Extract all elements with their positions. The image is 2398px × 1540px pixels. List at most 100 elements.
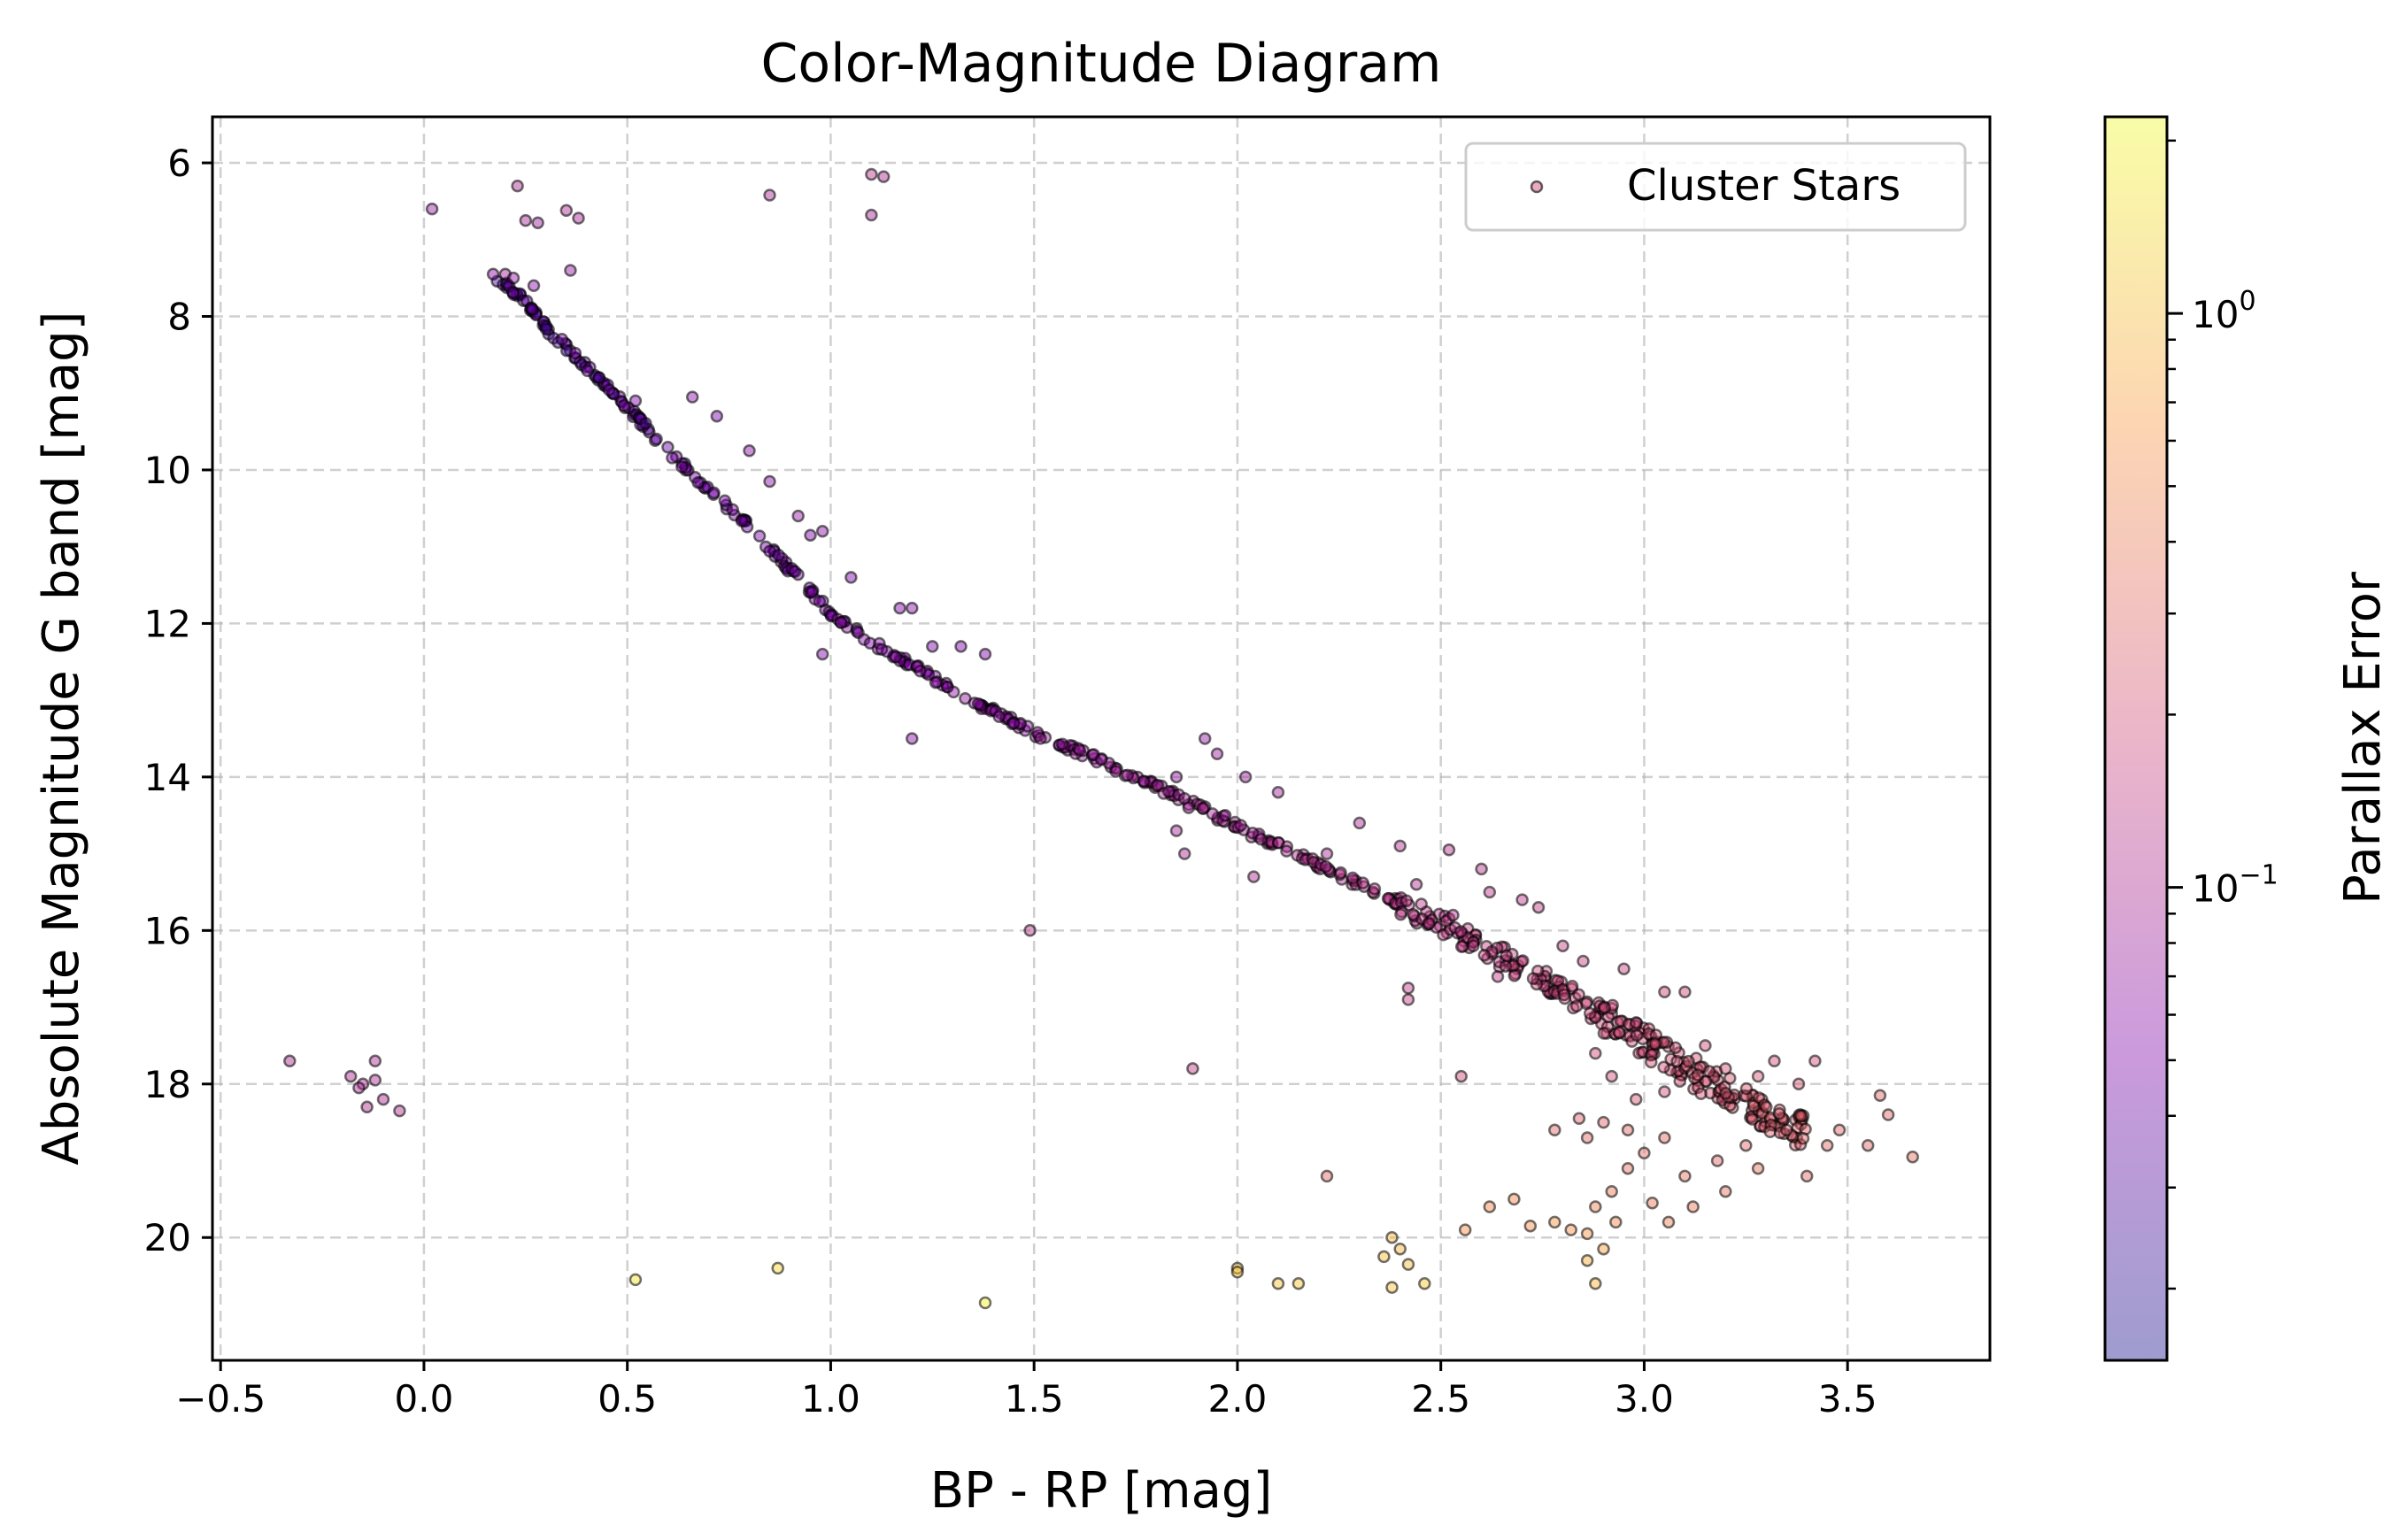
colorbar-frame <box>2103 115 2169 1362</box>
star-point <box>675 460 689 474</box>
star-point <box>1030 726 1045 739</box>
plot-frame <box>211 115 1992 1362</box>
star-point <box>1792 1077 1806 1091</box>
star-point <box>511 179 524 193</box>
star-point <box>1198 732 1212 745</box>
star-point <box>1169 824 1184 837</box>
star-point <box>1006 716 1021 730</box>
star-point <box>1415 897 1428 911</box>
star-point <box>1548 1215 1561 1229</box>
star-point <box>352 1081 366 1095</box>
chart-title: Color-Magnitude Diagram <box>760 33 1441 95</box>
y-tick-label: 16 <box>144 909 191 952</box>
star-point <box>906 732 919 745</box>
star-point <box>1569 999 1584 1013</box>
star-point <box>1678 1169 1692 1183</box>
x-tick-label: 2.5 <box>1411 1377 1470 1421</box>
star-point <box>1645 1055 1658 1069</box>
legend-marker <box>1530 180 1544 194</box>
star-point <box>718 494 732 507</box>
star-point <box>628 394 643 408</box>
star-point <box>1597 1115 1610 1129</box>
star-point <box>1832 1123 1847 1137</box>
star-point <box>639 416 652 430</box>
star-point <box>1638 1146 1651 1160</box>
star-point <box>971 697 985 711</box>
star-point <box>1629 1016 1643 1029</box>
star-point <box>1210 747 1224 761</box>
star-point <box>1881 1108 1895 1121</box>
star-point <box>1658 985 1671 998</box>
x-tick-label: 3.5 <box>1818 1377 1878 1421</box>
star-point <box>1617 962 1631 975</box>
star-point <box>1580 1131 1594 1144</box>
star-point <box>1182 801 1196 814</box>
star-point <box>992 710 1006 723</box>
colorbar-tick-label: 100 <box>2192 286 2256 336</box>
star-point <box>393 1104 406 1118</box>
star-point <box>788 565 802 579</box>
star-point <box>1557 988 1571 1002</box>
star-point <box>772 549 785 562</box>
colorbar: 100 10−1 Parallax Error <box>2103 115 2392 1362</box>
star-point <box>1238 770 1253 784</box>
star-point <box>1760 1100 1773 1114</box>
star-point <box>1394 907 1407 921</box>
star-point <box>1669 1041 1683 1055</box>
star-point <box>425 202 439 216</box>
star-point <box>1401 993 1415 1006</box>
star-point <box>1820 1138 1834 1152</box>
x-axis-ticks: −0.5 0.0 0.5 1.0 1.5 2.0 2.5 3.0 3.5 <box>175 1360 1878 1421</box>
scatter-points <box>283 167 1919 1310</box>
star-point <box>1499 959 1513 973</box>
star-point <box>1565 979 1579 993</box>
star-point <box>1320 847 1334 860</box>
star-point <box>1483 885 1497 899</box>
star-point <box>1686 1200 1700 1213</box>
star-point <box>1385 1281 1399 1294</box>
star-point <box>1346 871 1360 885</box>
star-point <box>726 503 739 517</box>
star-point <box>1796 1131 1810 1145</box>
y-tick-label: 6 <box>167 142 191 185</box>
star-point <box>1073 743 1086 757</box>
star-point <box>685 390 699 404</box>
star-point <box>1401 982 1415 995</box>
star-point <box>1446 908 1460 922</box>
star-point <box>1646 1196 1659 1210</box>
star-point <box>752 529 767 543</box>
y-tick-label: 18 <box>144 1063 191 1106</box>
star-point <box>1477 949 1492 962</box>
star-point <box>572 212 585 225</box>
star-point <box>978 1296 992 1310</box>
x-tick-label: −0.5 <box>175 1377 266 1421</box>
star-point <box>1773 1126 1787 1140</box>
star-point <box>1597 1242 1610 1256</box>
star-point <box>368 1074 382 1087</box>
star-point <box>617 399 631 412</box>
star-point <box>1368 882 1382 896</box>
star-point <box>368 1054 382 1068</box>
star-point <box>1580 1254 1594 1267</box>
star-point <box>1458 1223 1472 1236</box>
star-point <box>628 1273 643 1287</box>
star-point <box>1483 1200 1497 1213</box>
star-point <box>592 371 606 384</box>
legend: Cluster Stars <box>1464 142 1967 232</box>
star-point <box>1583 1006 1597 1020</box>
star-point <box>1873 1089 1887 1103</box>
star-point <box>1808 1054 1822 1068</box>
star-point <box>1605 1184 1618 1198</box>
star-point <box>954 640 968 653</box>
star-point <box>1682 1054 1695 1068</box>
star-point <box>360 1100 374 1114</box>
legend-label-cluster-stars: Cluster Stars <box>1627 161 1901 211</box>
star-point <box>1454 940 1469 953</box>
star-point <box>1230 1261 1245 1275</box>
star-point <box>1739 1138 1753 1152</box>
star-point <box>1780 1123 1793 1137</box>
star-point <box>1906 1150 1919 1164</box>
star-point <box>1401 1258 1415 1271</box>
star-point <box>1319 859 1332 874</box>
